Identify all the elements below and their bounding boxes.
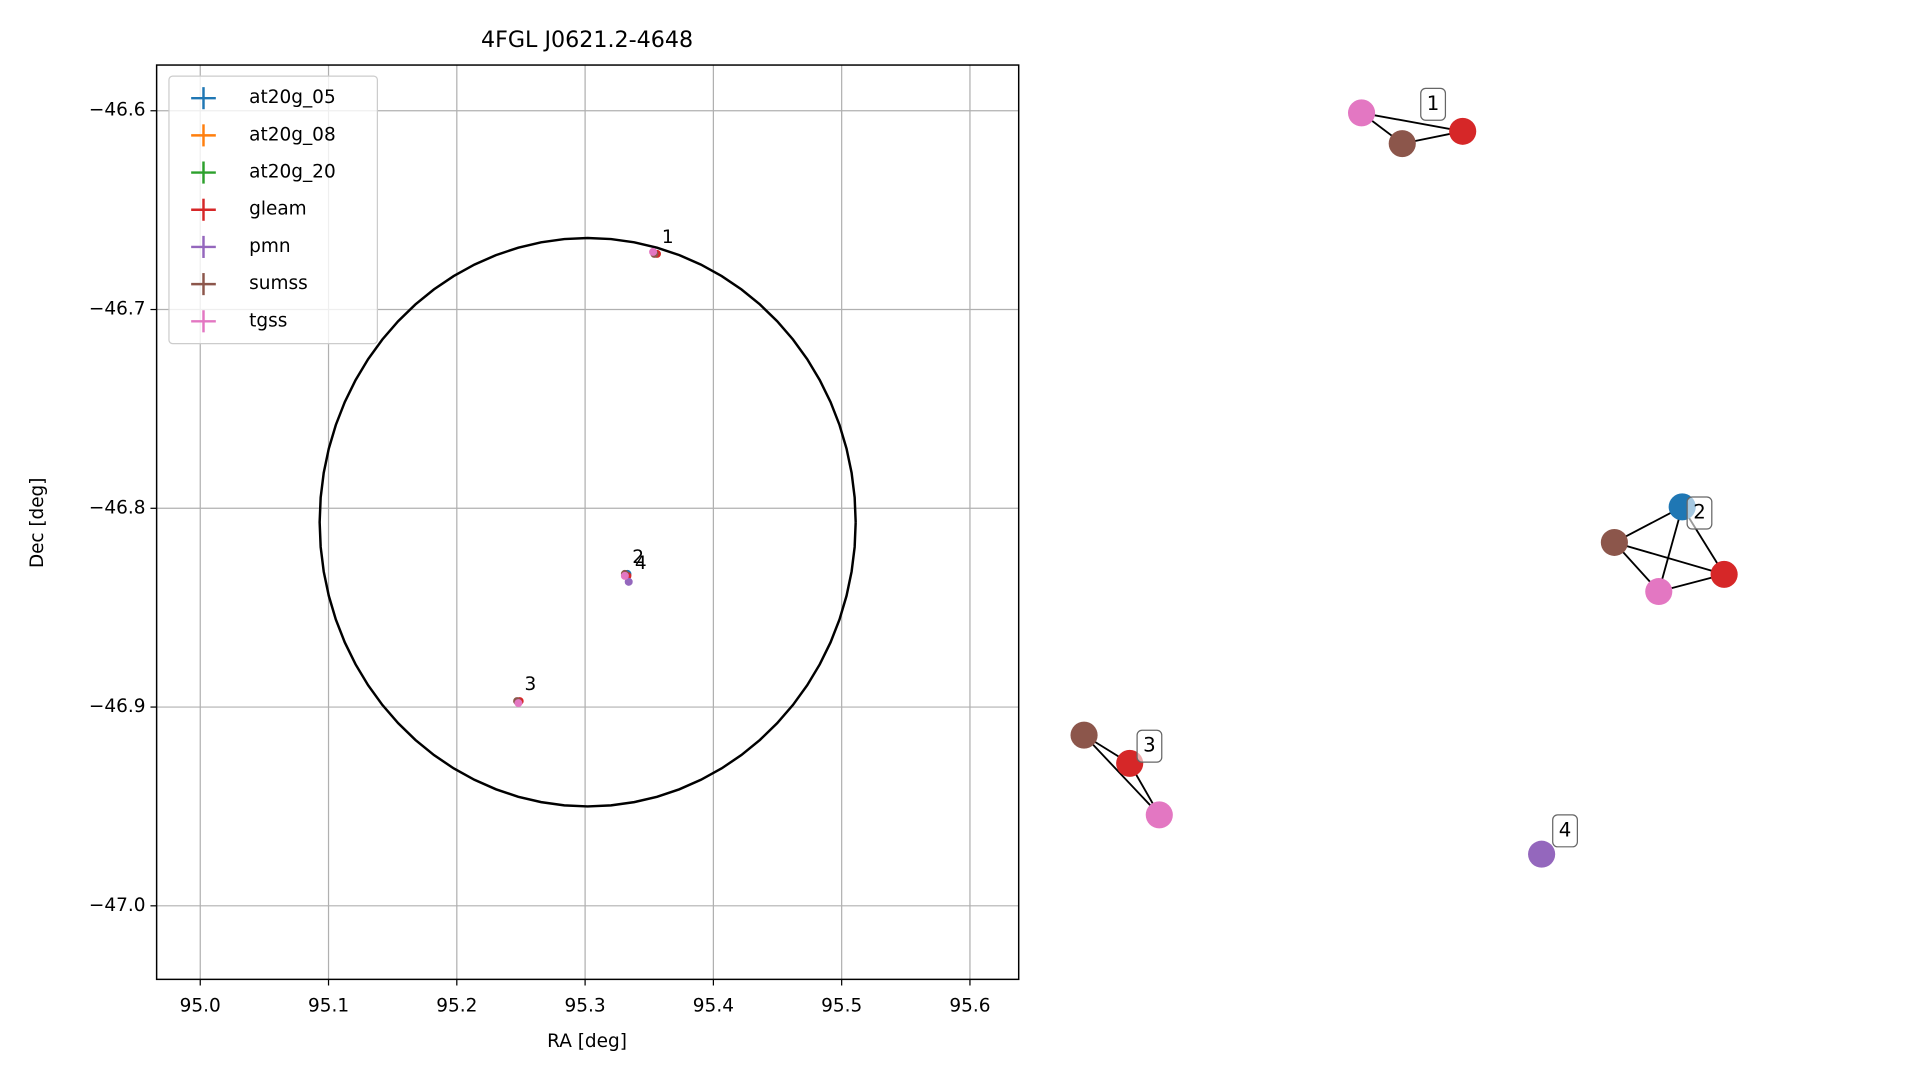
graph-node — [1600, 528, 1628, 556]
cluster-label: 4 — [1559, 818, 1572, 841]
cluster-label: 1 — [1427, 92, 1440, 115]
graph-node — [1528, 840, 1556, 868]
x-axis-label: RA [deg] — [547, 1031, 627, 1052]
cluster-label-box — [1686, 496, 1713, 530]
graph-node — [1449, 117, 1477, 145]
graph-edge — [1657, 506, 1684, 592]
x-tick-label: 95.1 — [308, 995, 349, 1016]
graph-edge — [1083, 734, 1160, 816]
y-axis-label: Dec [deg] — [27, 478, 48, 568]
x-tick-label: 95.5 — [821, 995, 862, 1016]
data-point — [514, 699, 523, 708]
legend-label: sumss — [249, 273, 308, 294]
data-point — [620, 571, 629, 580]
legend-label: tgss — [249, 310, 287, 331]
graph-node — [1070, 721, 1098, 749]
legend-label: gleam — [249, 199, 307, 220]
graph-node — [1645, 578, 1673, 606]
legend-label: at20g_05 — [249, 87, 336, 108]
x-tick-label: 95.3 — [565, 995, 606, 1016]
y-tick-label: −46.6 — [89, 100, 146, 121]
plot-frame — [155, 64, 1020, 981]
cluster-label-box — [1420, 87, 1447, 121]
legend-label: at20g_08 — [249, 124, 336, 145]
data-point — [649, 247, 658, 256]
region-circle — [318, 236, 857, 808]
data-point — [624, 577, 633, 586]
x-tick-label: 95.6 — [949, 995, 990, 1016]
y-tick-label: −46.8 — [89, 497, 146, 518]
chart-title: 4FGL J0621.2-4648 — [481, 27, 693, 53]
cluster-label: 3 — [1143, 734, 1156, 757]
annotation: 2 — [632, 547, 644, 568]
graph-edge — [1361, 112, 1463, 133]
graph-node — [1710, 560, 1738, 588]
legend-box — [168, 75, 379, 345]
annotation: 1 — [662, 227, 674, 248]
cluster-label-box — [1136, 729, 1163, 763]
annotation: 3 — [525, 674, 537, 695]
y-tick-label: −46.7 — [89, 299, 146, 320]
legend-label: pmn — [249, 236, 290, 257]
graph-node — [1388, 130, 1416, 158]
cluster-label-box — [1552, 814, 1578, 848]
x-tick-label: 95.4 — [693, 995, 734, 1016]
x-tick-label: 95.0 — [180, 995, 221, 1016]
cluster-label: 2 — [1693, 501, 1706, 524]
y-tick-label: −46.9 — [89, 696, 146, 717]
graph-edge — [1614, 541, 1725, 576]
graph-node — [1145, 801, 1173, 829]
annotation: 4 — [635, 553, 647, 574]
y-tick-label: −47.0 — [89, 895, 146, 916]
x-tick-label: 95.2 — [436, 995, 477, 1016]
legend-label: at20g_20 — [249, 162, 336, 183]
graph-node — [1347, 99, 1376, 127]
